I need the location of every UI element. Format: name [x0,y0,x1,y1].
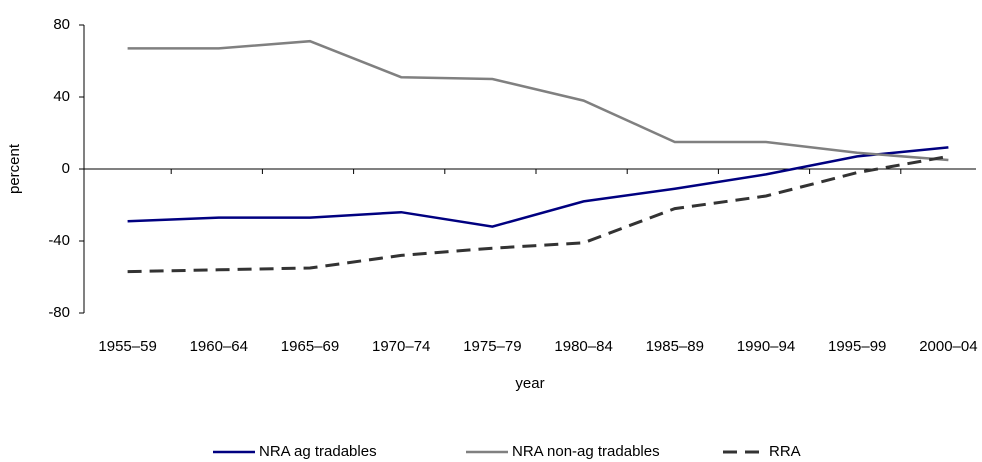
y-tick-label: -80 [48,304,70,321]
x-tick-label: 1960–64 [190,338,248,355]
y-tick-label: 0 [62,160,70,177]
legend-label: RRA [769,443,801,460]
x-tick-label: 1985–89 [646,338,704,355]
data-line [127,39,949,162]
legend-label: NRA ag tradables [259,443,377,460]
x-tick-label: 1980–84 [554,338,612,355]
x-axis-label: year [515,375,544,392]
y-axis-label: percent [6,143,23,194]
x-tick-label: 1975–79 [463,338,521,355]
x-tick-label: 1995–99 [828,338,886,355]
data-line [127,154,949,274]
y-tick-label: 40 [53,88,70,105]
y-tick-label: 80 [53,16,70,33]
x-tick-label: 1955–59 [98,338,156,355]
x-tick-label: 2000–04 [919,338,977,355]
x-tick-label: 1990–94 [737,338,795,355]
data-line [127,146,949,228]
x-tick-label: 1965–69 [281,338,339,355]
legend-label: NRA non-ag tradables [512,443,660,460]
y-tick-label: -40 [48,232,70,249]
x-tick-label: 1970–74 [372,338,430,355]
